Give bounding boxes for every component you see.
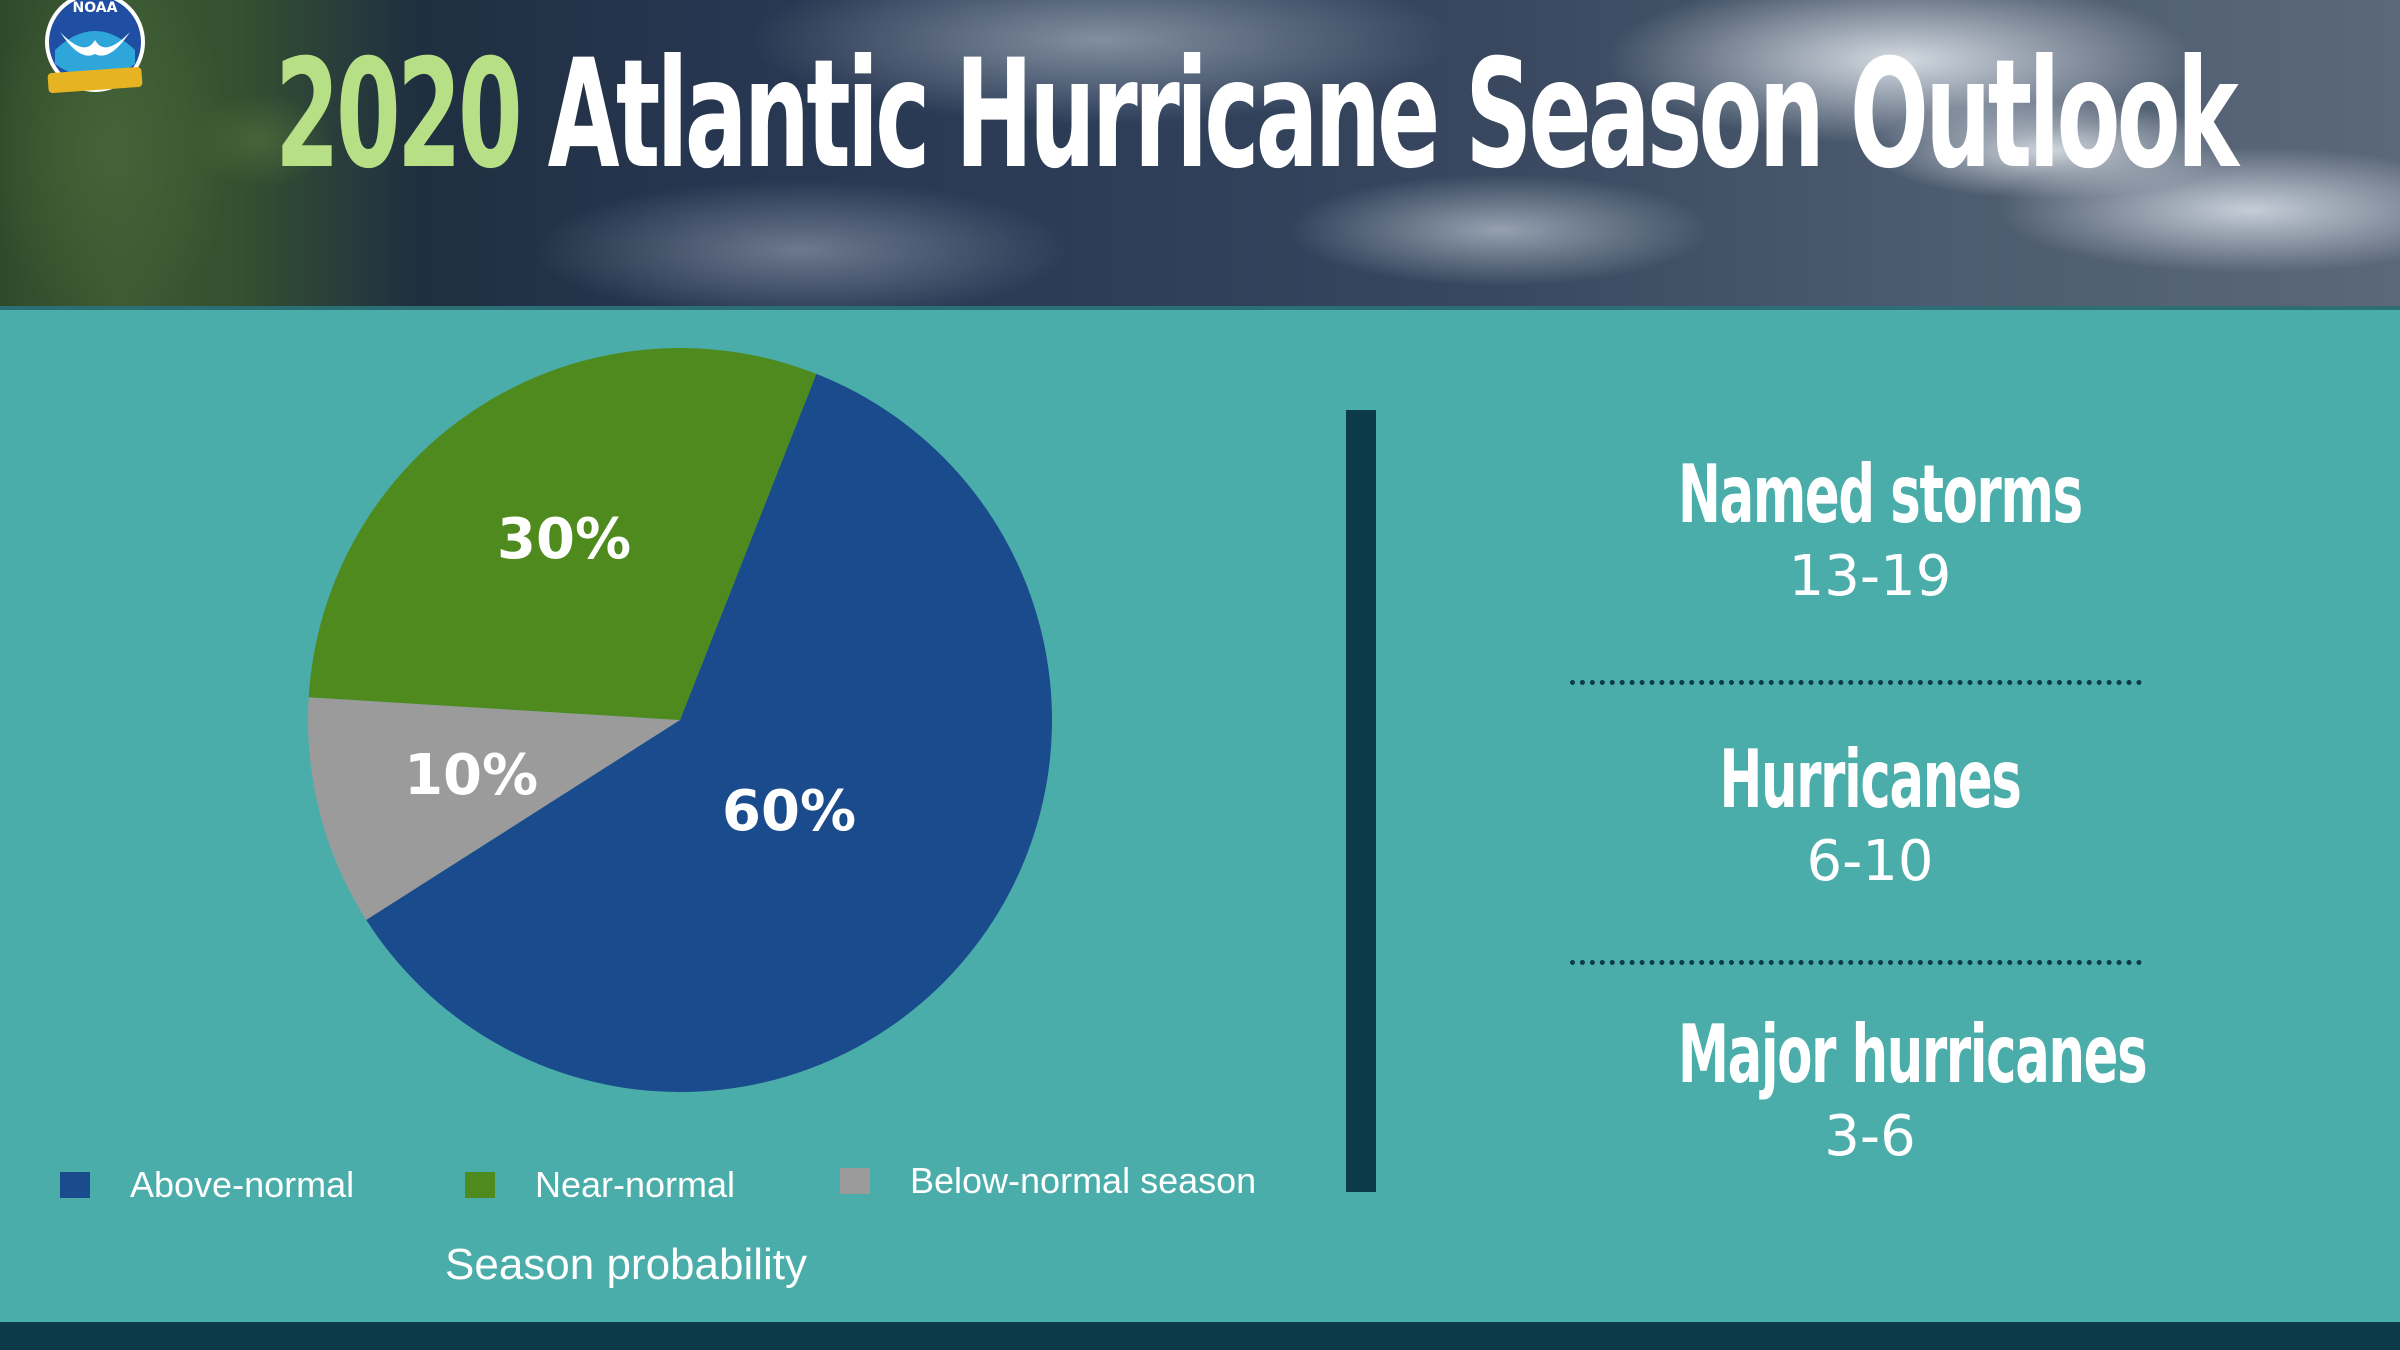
title-year: 2020 [275,28,523,202]
pie-label-above-normal: 60% [722,779,856,844]
stat-major-hurricanes: Major hurricanes 3-6 [1570,1015,2170,1165]
stat-hurricanes: Hurricanes 6-10 [1570,740,2170,890]
legend-item-below-normal: Below-normal season [840,1156,1256,1206]
dotted-separator [1570,680,2142,685]
chart-legend: Above-normal Near-normal Below-normal se… [60,1160,1360,1220]
header-banner: NOAA 2020 Atlantic Hurricane Season Outl… [0,0,2400,310]
legend-label-below-normal: Below-normal season [910,1160,1257,1201]
page-title: 2020 Atlantic Hurricane Season Outlook [105,40,2239,190]
legend-swatch-above-normal [60,1172,90,1198]
season-probability-pie-chart: 60% 10% 30% [308,347,1052,1093]
legend-item-near-normal: Near-normal [465,1160,735,1210]
pie-slice-near-normal [308,347,817,720]
title-text: Atlantic Hurricane Season Outlook [518,28,2239,202]
legend-swatch-below-normal [840,1168,870,1194]
stat-label: Named storms [1678,448,2083,541]
stat-value: 13-19 [1788,544,1952,609]
pie-label-near-normal: 30% [497,507,631,572]
vertical-divider [1346,410,1376,1192]
dotted-separator [1570,960,2142,965]
stat-value: 3-6 [1824,1104,1916,1169]
stat-value: 6-10 [1806,829,1934,894]
stat-label: Hurricanes [1719,733,2021,826]
legend-label-above-normal: Above-normal [130,1164,355,1205]
legend-swatch-near-normal [465,1172,495,1198]
pie-slice-below-normal [308,697,680,920]
noaa-logo-text: NOAA [73,0,118,16]
pie-slice-above-normal [366,373,1052,1093]
legend-item-above-normal: Above-normal [60,1160,354,1210]
noaa-logo: NOAA [45,0,145,93]
legend-label-near-normal: Near-normal [535,1164,736,1205]
bottom-band [0,1322,2400,1350]
stat-named-storms: Named storms 13-19 [1570,455,2170,605]
pie-label-below-normal: 10% [404,743,538,808]
chart-caption: Season probability [445,1240,808,1289]
stat-label: Major hurricanes [1678,1008,2148,1101]
header-border [0,306,2400,310]
